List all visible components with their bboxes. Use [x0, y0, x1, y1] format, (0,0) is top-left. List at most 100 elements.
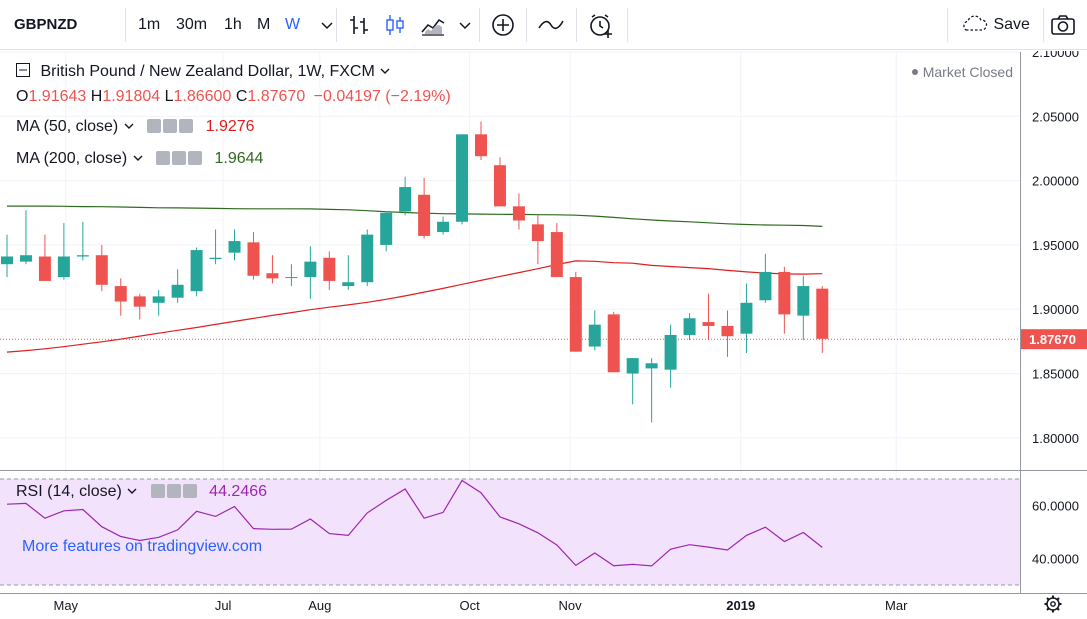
- settings-icon[interactable]: [166, 484, 181, 498]
- market-status-badge: Market Closed: [911, 64, 1013, 80]
- chevron-down-icon[interactable]: [312, 10, 342, 40]
- gear-ring: [1046, 597, 1060, 611]
- visibility-icon[interactable]: [156, 151, 171, 165]
- candle-body: [607, 314, 620, 373]
- candle: [418, 178, 431, 239]
- candle: [797, 275, 810, 341]
- ma200-legend[interactable]: MA (200, close) 1.9644: [16, 150, 263, 168]
- candles-icon[interactable]: [380, 10, 410, 40]
- close-icon[interactable]: [182, 484, 197, 498]
- gear-icon[interactable]: [1044, 595, 1062, 613]
- interval-1m-button[interactable]: 1m: [138, 16, 161, 33]
- candle-body: [380, 212, 393, 245]
- y-tick-label: 2.10000: [1032, 51, 1079, 60]
- candle-body: [342, 282, 355, 287]
- high-label: H: [90, 88, 103, 105]
- settings-icon[interactable]: [172, 151, 187, 165]
- chevron-down-icon[interactable]: [126, 486, 138, 496]
- candle: [437, 216, 450, 235]
- ma50-label[interactable]: MA (50, close): [16, 118, 119, 135]
- chevron-down-icon[interactable]: [450, 10, 480, 40]
- tradingview-promo-link[interactable]: More features on tradingview.com: [22, 538, 263, 555]
- rsi-legend[interactable]: RSI (14, close) 44.2466: [16, 483, 267, 501]
- ma50-layer: [6, 260, 823, 353]
- interval-m-button[interactable]: M: [257, 16, 271, 33]
- candle: [531, 215, 544, 265]
- last-price-badge: [1021, 329, 1087, 350]
- collapse-legend-icon[interactable]: [16, 63, 30, 77]
- rsi-label[interactable]: RSI (14, close): [16, 483, 122, 500]
- gear-hub: [1050, 601, 1056, 607]
- rsi-line: [6, 479, 823, 567]
- candle-body: [797, 286, 810, 316]
- ma200-layer: [7, 205, 823, 227]
- open-label: O: [16, 88, 29, 105]
- candle-body: [816, 288, 829, 339]
- ohlc-row: O1.91643 H1.91804 L1.86600 C1.87670 −0.0…: [16, 88, 451, 106]
- candle-body: [626, 358, 639, 374]
- candle-body: [683, 318, 696, 335]
- candle-body: [569, 277, 582, 352]
- visibility-icon[interactable]: [150, 484, 165, 498]
- camera-icon[interactable]: [1048, 10, 1078, 40]
- candle-body: [456, 134, 469, 222]
- candle-body: [228, 241, 241, 253]
- candle: [569, 271, 582, 352]
- chevron-down-icon[interactable]: [132, 153, 144, 163]
- interval-1h-button[interactable]: 1h: [224, 16, 242, 33]
- chart-canvas[interactable]: 2.10000 2.05000 2.00000 1.95000 1.90000 1.850…: [0, 51, 1087, 619]
- x-tick-label: Aug: [308, 598, 331, 613]
- close-icon[interactable]: [188, 151, 203, 165]
- add-compare-icon[interactable]: [488, 10, 518, 40]
- rsi-y-tick-label: 40.0000: [1032, 552, 1079, 567]
- candle: [190, 247, 203, 297]
- candle: [1, 234, 13, 278]
- chevron-down-icon[interactable]: [123, 121, 135, 131]
- status-dot-icon: [911, 69, 918, 75]
- gear-tooth: [1056, 607, 1060, 611]
- candle: [626, 358, 639, 405]
- candle: [645, 358, 658, 423]
- series-title[interactable]: British Pound / New Zealand Dollar, 1W, …: [40, 63, 375, 80]
- candle: [304, 246, 317, 299]
- x-tick-label: Mar: [885, 598, 908, 613]
- candle-body: [76, 255, 89, 257]
- candle: [152, 289, 165, 316]
- toolbar-divider: [947, 8, 948, 42]
- y-tick-label: 1.95000: [1032, 238, 1079, 253]
- candle-body: [190, 250, 203, 292]
- save-button[interactable]: Save: [951, 8, 1038, 42]
- candle: [607, 311, 620, 373]
- x-tick-label: May: [53, 598, 78, 613]
- interval-30m-button[interactable]: 30m: [176, 16, 208, 33]
- alert-clock-icon[interactable]: [586, 10, 616, 40]
- interval-w-button[interactable]: W: [285, 16, 301, 33]
- rsi-value: 44.2466: [209, 483, 268, 500]
- symbol-search-button[interactable]: GBPNZD: [14, 16, 78, 33]
- candle: [361, 229, 374, 287]
- close-value: 1.87670: [247, 88, 306, 105]
- visibility-icon[interactable]: [147, 119, 162, 133]
- candle-body: [778, 271, 791, 315]
- candle-body: [418, 194, 431, 236]
- close-icon[interactable]: [179, 119, 194, 133]
- candle: [683, 313, 696, 341]
- candle: [247, 232, 260, 280]
- candle: [285, 264, 298, 287]
- chevron-down-icon[interactable]: [379, 66, 391, 76]
- candle: [740, 283, 753, 353]
- line-icon[interactable]: [536, 10, 566, 40]
- candle: [588, 310, 601, 351]
- save-label: Save: [993, 16, 1030, 33]
- ma50-legend[interactable]: MA (50, close) 1.9276: [16, 118, 255, 136]
- bar-style-icon[interactable]: [344, 10, 374, 40]
- candle-body: [209, 257, 222, 260]
- y-tick-label: 1.90000: [1032, 302, 1079, 317]
- ma200-label[interactable]: MA (200, close): [16, 150, 128, 167]
- candle-body: [702, 322, 715, 326]
- settings-icon[interactable]: [163, 119, 178, 133]
- candle: [171, 269, 184, 303]
- candle-body: [171, 284, 184, 298]
- candle: [512, 193, 525, 230]
- indicators-icon[interactable]: [418, 10, 448, 40]
